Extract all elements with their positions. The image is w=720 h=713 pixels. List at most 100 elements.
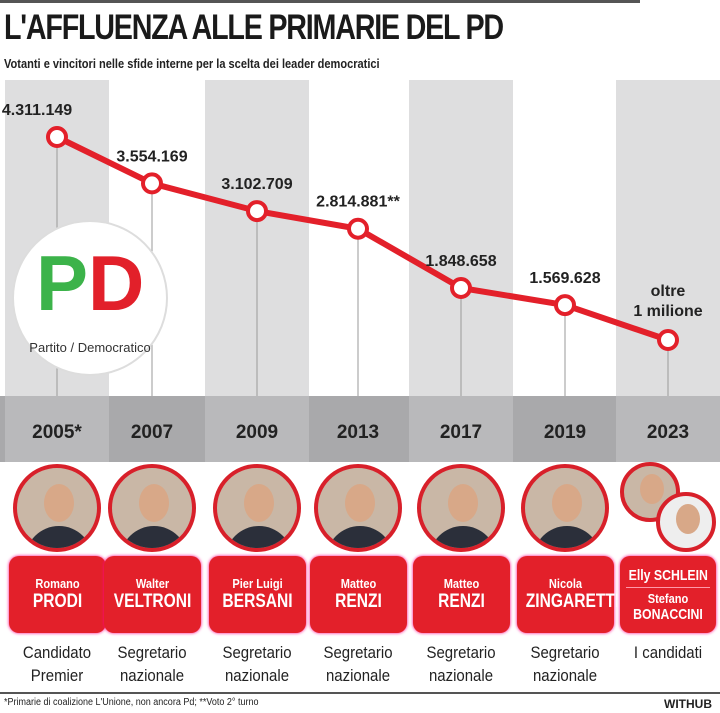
role-line: Premier <box>30 666 84 685</box>
candidate-last-name: VELTRONI <box>113 591 192 612</box>
logo-name-right: Democratico <box>77 340 151 355</box>
x-tick-label: 2013 <box>337 422 379 443</box>
x-tick-label: 2023 <box>647 422 689 443</box>
year-band <box>409 396 513 462</box>
candidate-photo <box>521 464 609 552</box>
data-label: 1.848.658 <box>425 253 496 270</box>
data-label: 2.814.881** <box>316 194 400 211</box>
logo-name-left: Partito <box>29 340 67 355</box>
candidate-name-box: Matteo RENZI <box>310 556 407 633</box>
candidate-role: Segretario nazionale <box>521 641 609 687</box>
candidate-name-schlein: Elly SCHLEIN <box>628 566 708 584</box>
candidate-photo <box>314 464 402 552</box>
candidate-first-name: Nicola <box>548 576 583 591</box>
data-point <box>347 217 369 240</box>
year-band <box>205 396 309 462</box>
page-title: L'AFFLUENZA ALLE PRIMARIE DEL PD <box>4 8 504 47</box>
role-line: Segretario <box>117 643 187 662</box>
role-line: Segretario <box>323 643 393 662</box>
candidate-role: Segretario nazionale <box>417 641 505 687</box>
candidate-photo-schlein <box>656 492 716 552</box>
candidate-photo <box>108 464 196 552</box>
face <box>139 484 169 522</box>
candidate-first-name: Stefano <box>647 590 689 606</box>
candidate-photo <box>213 464 301 552</box>
role-line: Segretario <box>426 643 496 662</box>
candidate-last-name: BONACCINI <box>633 605 703 623</box>
face <box>244 484 274 522</box>
year-band <box>5 396 109 462</box>
candidate-name-box: Walter VELTRONI <box>104 556 201 633</box>
candidate-role: I candidati <box>633 643 703 662</box>
candidate-photo <box>417 464 505 552</box>
data-label: 3.554.169 <box>116 148 187 165</box>
candidate-role: Segretario nazionale <box>108 641 196 687</box>
logo-name: Partito / Democratico <box>29 340 151 355</box>
candidate-last-name: RENZI <box>438 591 485 612</box>
candidate-name-box: Pier Luigi BERSANI <box>209 556 306 633</box>
top-rule <box>0 0 640 3</box>
footer-rule <box>0 692 720 694</box>
role-line: Candidato <box>22 643 92 662</box>
footnote: *Primarie di coalizione L'Unione, non an… <box>4 697 259 708</box>
candidate-last-name: PRODI <box>32 591 83 612</box>
candidate-last-name: RENZI <box>335 591 382 612</box>
candidate-name-box: Matteo RENZI <box>413 556 510 633</box>
candidate-name-box: Nicola ZINGARETTI <box>517 556 620 633</box>
candidate-role: Candidato Premier <box>13 641 101 687</box>
role-line: nazionale <box>119 666 185 685</box>
candidate-last-name: ZINGARETTI <box>525 591 620 612</box>
x-tick-label: 2005* <box>32 422 82 443</box>
role-line: nazionale <box>428 666 494 685</box>
candidate-photo <box>13 464 101 552</box>
role-line: Segretario <box>222 643 292 662</box>
candidate-role: Segretario nazionale <box>314 641 402 687</box>
brand-label: WITHUB <box>664 697 712 711</box>
data-point <box>46 126 68 148</box>
data-point <box>246 200 268 223</box>
candidate-last-name: BERSANI <box>222 591 293 612</box>
data-label: oltre <box>651 283 686 300</box>
separator <box>626 586 710 588</box>
face <box>448 484 478 522</box>
candidate-role: Segretario nazionale <box>213 641 301 687</box>
candidate-first-name: Matteo <box>340 576 377 591</box>
candidate-first-name: Walter <box>135 576 170 591</box>
shoulders <box>533 526 601 548</box>
shoulders <box>326 526 394 548</box>
turnout-chart: 4.311.149 2005* 3.554.169 2007 3.102.709 2009… <box>0 80 720 462</box>
candidate-first-name: Matteo <box>443 576 480 591</box>
x-tick-label: 2007 <box>131 422 173 443</box>
candidate-name-box: Romano PRODI <box>9 556 106 633</box>
data-point <box>450 276 472 299</box>
data-point <box>657 329 679 351</box>
data-point <box>554 294 576 317</box>
candidates-name-box: Elly SCHLEIN Stefano BONACCINI <box>620 556 716 633</box>
role-line: nazionale <box>532 666 598 685</box>
shoulders <box>225 526 293 548</box>
face <box>640 474 664 504</box>
face <box>345 484 375 522</box>
candidate-first-name: Pier Luigi <box>232 576 283 591</box>
year-strip <box>0 396 720 462</box>
shoulders <box>25 526 93 548</box>
face <box>676 504 700 534</box>
x-tick-label: 2017 <box>440 422 482 443</box>
role-line: nazionale <box>325 666 391 685</box>
face <box>44 484 74 522</box>
face <box>552 484 582 522</box>
year-band <box>616 396 720 462</box>
candidate-first-name: Romano <box>35 576 80 591</box>
data-point <box>141 172 163 195</box>
shoulders <box>120 526 188 548</box>
data-label: 3.102.709 <box>221 176 292 193</box>
role-line: nazionale <box>224 666 290 685</box>
data-label: 1.569.628 <box>529 270 600 287</box>
x-tick-label: 2019 <box>544 422 586 443</box>
subtitle: Votanti e vincitori nelle sfide interne … <box>4 56 380 71</box>
shoulders <box>429 526 497 548</box>
x-tick-label: 2009 <box>236 422 278 443</box>
logo-letter-p: P <box>36 239 89 327</box>
role-line: Segretario <box>530 643 600 662</box>
